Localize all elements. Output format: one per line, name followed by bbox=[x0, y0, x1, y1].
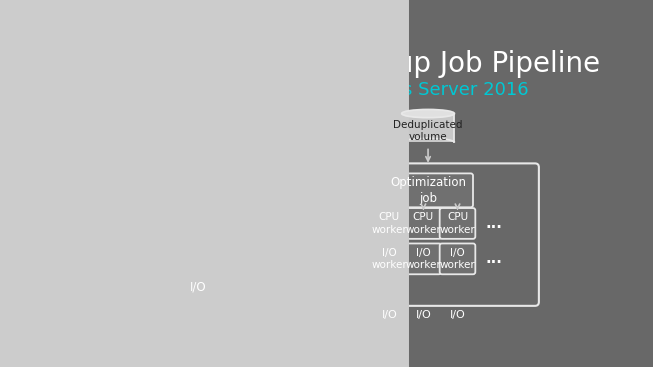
Text: Deduplicated
volume: Deduplicated volume bbox=[161, 127, 235, 149]
FancyBboxPatch shape bbox=[372, 208, 407, 239]
Text: I/O: I/O bbox=[415, 310, 431, 320]
FancyBboxPatch shape bbox=[372, 243, 407, 274]
Text: I/O
worker: I/O worker bbox=[406, 248, 441, 270]
Text: ...: ... bbox=[485, 251, 502, 266]
FancyBboxPatch shape bbox=[406, 208, 441, 239]
Text: Windows Server 2016: Windows Server 2016 bbox=[332, 81, 529, 99]
FancyBboxPatch shape bbox=[439, 208, 475, 239]
Ellipse shape bbox=[402, 109, 454, 117]
Text: I/O: I/O bbox=[450, 310, 466, 320]
Bar bbox=[402, 113, 454, 142]
Text: New design for the Dedup Job Pipeline: New design for the Dedup Job Pipeline bbox=[68, 50, 600, 78]
Text: ...: ... bbox=[485, 216, 502, 231]
Ellipse shape bbox=[170, 115, 226, 124]
Text: CPU
worker: CPU worker bbox=[439, 212, 475, 235]
Bar bbox=[170, 119, 226, 150]
Text: Deduplicated
volume: Deduplicated volume bbox=[393, 120, 463, 142]
FancyBboxPatch shape bbox=[161, 194, 234, 236]
Text: I/O
worker: I/O worker bbox=[439, 248, 475, 270]
Text: CPU
worker: CPU worker bbox=[372, 212, 407, 235]
Text: Optimization
job: Optimization job bbox=[158, 200, 238, 229]
FancyBboxPatch shape bbox=[383, 173, 473, 207]
Text: Optimization
job: Optimization job bbox=[390, 176, 466, 205]
Text: I/O
worker: I/O worker bbox=[372, 248, 407, 270]
Text: I/O: I/O bbox=[381, 310, 397, 320]
Text: I/O: I/O bbox=[189, 281, 206, 294]
FancyBboxPatch shape bbox=[439, 243, 475, 274]
Text: Windows Server 2012 R2: Windows Server 2012 R2 bbox=[69, 81, 296, 99]
FancyBboxPatch shape bbox=[406, 243, 441, 274]
Text: CPU
worker: CPU worker bbox=[406, 212, 441, 235]
